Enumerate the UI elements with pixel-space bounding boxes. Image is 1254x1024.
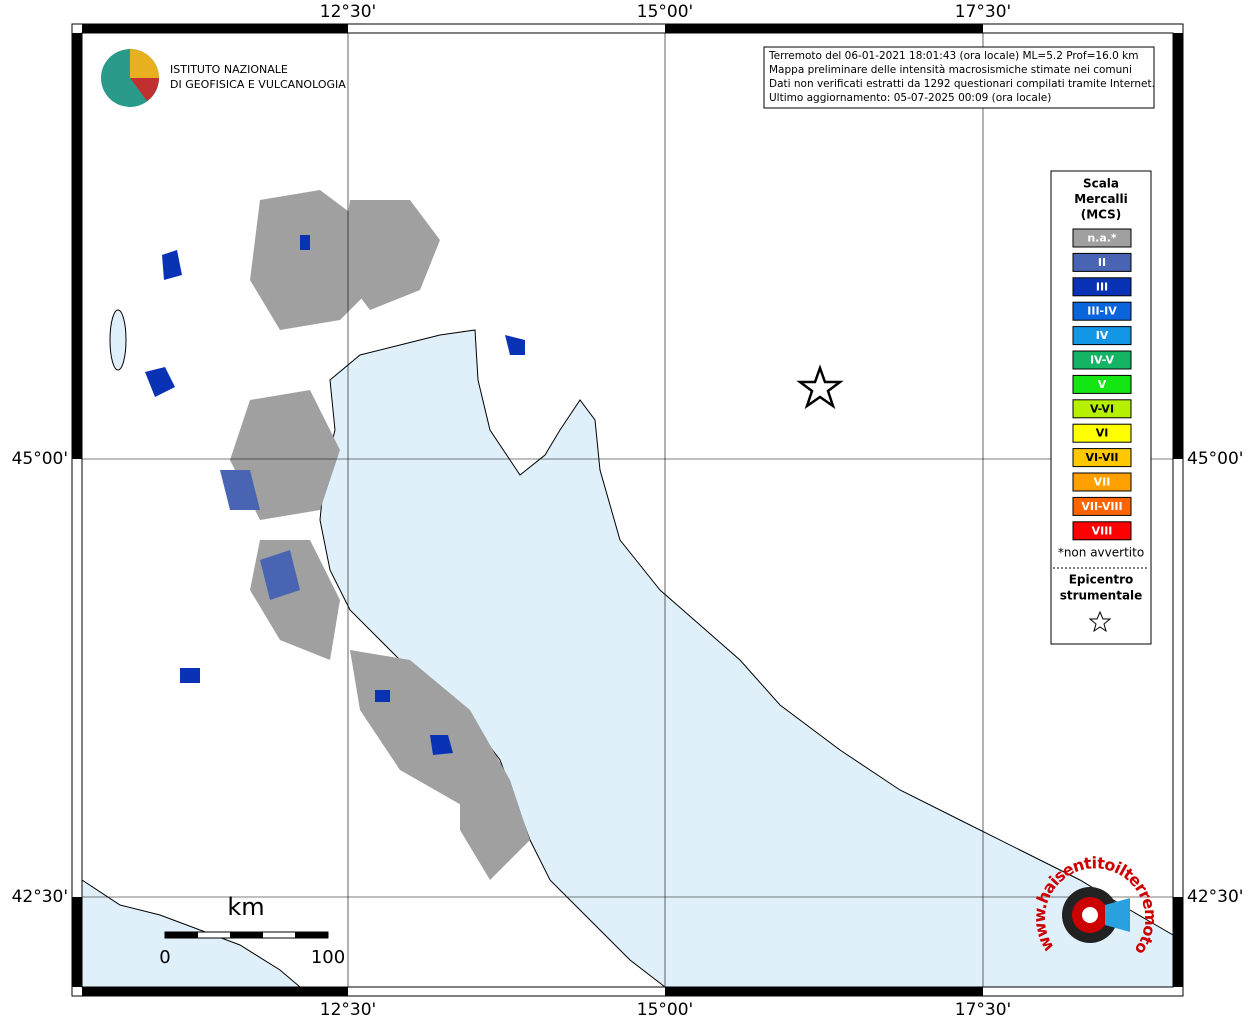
scale-label: 100: [311, 947, 345, 968]
longitude-label: 15°00': [637, 1000, 693, 1020]
legend-label: II: [1098, 256, 1106, 269]
logo: ISTITUTO NAZIONALE DI GEOFISICA E VULCAN…: [101, 49, 346, 107]
legend-label: n.a.*: [1087, 232, 1117, 245]
scale-bar: km 0 100: [159, 893, 345, 968]
legend: ScalaMercalli(MCS)n.a.*IIIIIIII-IVIVIV-V…: [1072, 177, 1132, 541]
epicenter-star: [796, 364, 844, 410]
legend-swatch: [1072, 228, 1132, 248]
legend-title: Mercalli: [1074, 192, 1128, 206]
latitude-label: 45°00': [12, 449, 68, 469]
longitude-label: 12°30': [320, 1000, 376, 1020]
legend-swatch: [1072, 399, 1132, 419]
legend-swatch: [1072, 374, 1132, 394]
legend-star: [1088, 610, 1112, 633]
graticule: [82, 33, 1173, 987]
legend-swatch: [1072, 448, 1132, 468]
intensity-patches: [145, 235, 525, 755]
legend-label: VI: [1096, 427, 1109, 440]
info-box: [763, 46, 1155, 109]
institute-line: ISTITUTO NAZIONALE: [170, 63, 288, 76]
legend-note: *non avvertito: [1058, 546, 1144, 560]
scale-label: 0: [159, 947, 170, 968]
longitude-label: 17°30': [955, 1000, 1011, 1020]
legend-title: (MCS): [1081, 208, 1122, 222]
legend-label: VII: [1094, 476, 1111, 489]
latitude-label: 45°00': [1187, 449, 1243, 469]
info-line: Ultimo aggiornamento: 05-07-2025 00:09 (…: [769, 92, 1051, 104]
legend-label: III: [1096, 280, 1108, 293]
lake: [109, 309, 127, 371]
info-line: Mappa preliminare delle intensità macros…: [769, 64, 1132, 76]
legend-label: V: [1098, 378, 1107, 391]
frame: [71, 23, 1184, 997]
latitude-label: 42°30': [12, 887, 68, 907]
longitude-label: 12°30': [320, 2, 376, 22]
legend-swatch: [1072, 350, 1132, 370]
legend-swatch: [1072, 326, 1132, 346]
legend-title: Scala: [1083, 177, 1119, 191]
legend-swatch: [1072, 252, 1132, 272]
legend-label: V-VI: [1090, 402, 1114, 415]
legend-label: VI-VII: [1085, 451, 1118, 464]
scale-unit: km: [227, 893, 264, 921]
info-text: Terremoto del 06-01-2021 18:01:43 (ora l…: [768, 50, 1155, 104]
legend-swatch: [1072, 301, 1132, 321]
legend-label: VIII: [1092, 524, 1113, 537]
legend-label: III-IV: [1087, 305, 1117, 318]
legend-epicenter: strumentale: [1060, 589, 1143, 603]
legend-epicenter: Epicentro: [1069, 573, 1134, 587]
legend-swatch: [1072, 277, 1132, 297]
legend-swatch: [1072, 496, 1132, 516]
legend-swatch: [1072, 472, 1132, 492]
institute-line: DI GEOFISICA E VULCANOLOGIA: [170, 78, 346, 91]
info-line: Dati non verificati estratti da 1292 que…: [769, 78, 1155, 90]
latitude-label: 42°30': [1187, 887, 1243, 907]
legend-swatch: [1072, 423, 1132, 443]
legend-label: IV-V: [1090, 354, 1115, 367]
longitude-label: 15°00': [637, 2, 693, 22]
longitude-label: 17°30': [955, 2, 1011, 22]
legend-label: VII-VIII: [1081, 500, 1122, 513]
legend-label: IV: [1096, 329, 1109, 342]
legend-swatch: [1072, 521, 1132, 541]
info-line: Terremoto del 06-01-2021 18:01:43 (ora l…: [768, 50, 1138, 62]
